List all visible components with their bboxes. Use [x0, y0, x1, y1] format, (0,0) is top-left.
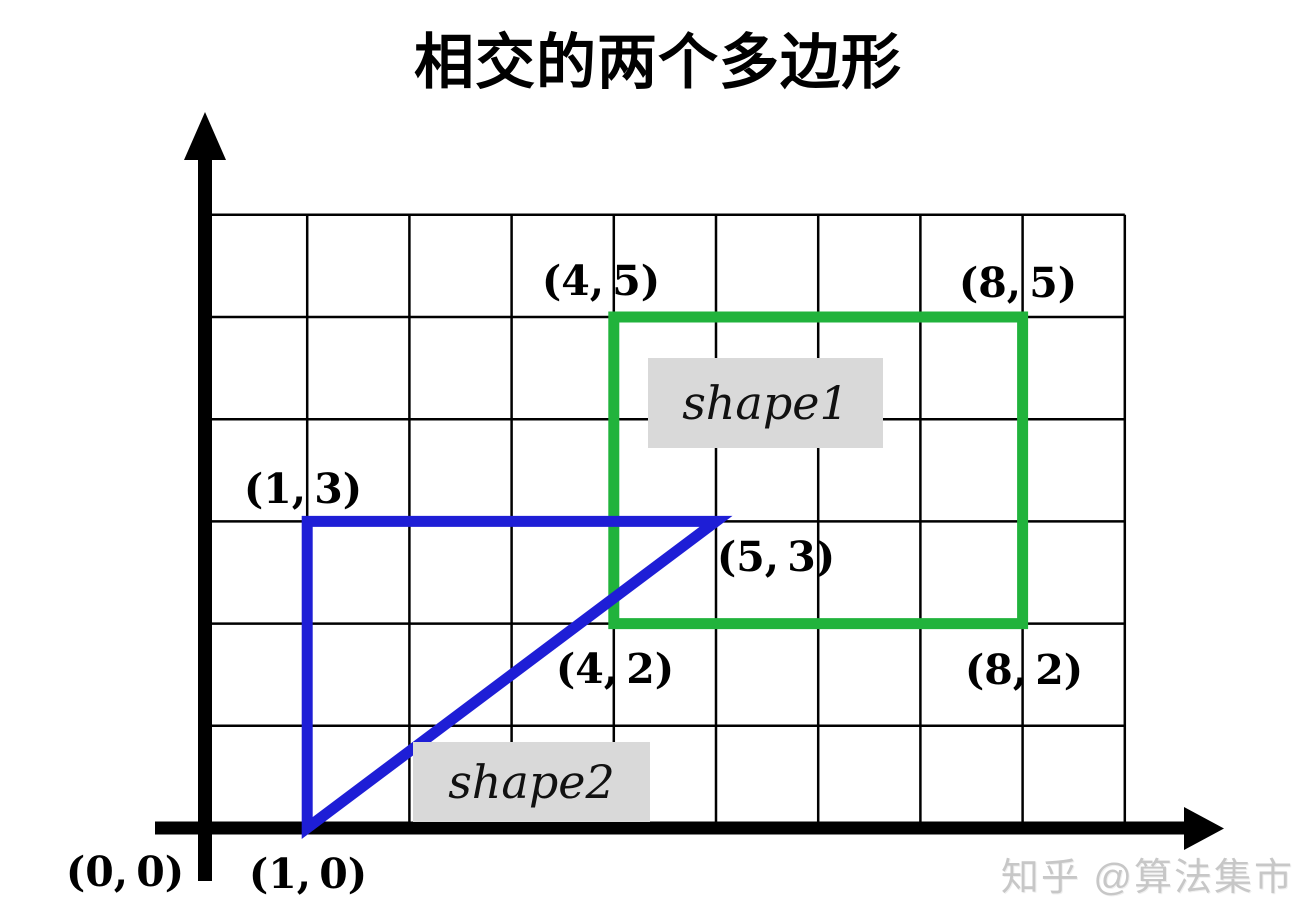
shape1-label: shape1 [648, 358, 883, 448]
coord-label-1-3: (1, 3) [243, 465, 363, 513]
coord-label-4-5: (4, 5) [541, 257, 661, 305]
coord-label-8-5: (8, 5) [958, 259, 1078, 307]
watermark: 知乎 @算法集市 [1000, 857, 1294, 899]
shape1-outline [608, 311, 1029, 630]
coord-label-4-2: (4, 2) [555, 645, 675, 693]
coord-label-0-0: (0, 0) [65, 848, 185, 896]
coord-label-1-0: (1, 0) [248, 850, 368, 898]
axes [155, 112, 1224, 881]
shape2-label: shape2 [413, 742, 650, 822]
coord-label-5-3: (5, 3) [716, 533, 836, 581]
x-axis-arrow-icon [1184, 807, 1224, 850]
y-axis-arrow-icon [184, 112, 226, 160]
shape2-outline [301, 515, 733, 839]
figure-title: 相交的两个多边形 [414, 29, 902, 96]
coord-label-8-2: (8, 2) [964, 646, 1084, 694]
